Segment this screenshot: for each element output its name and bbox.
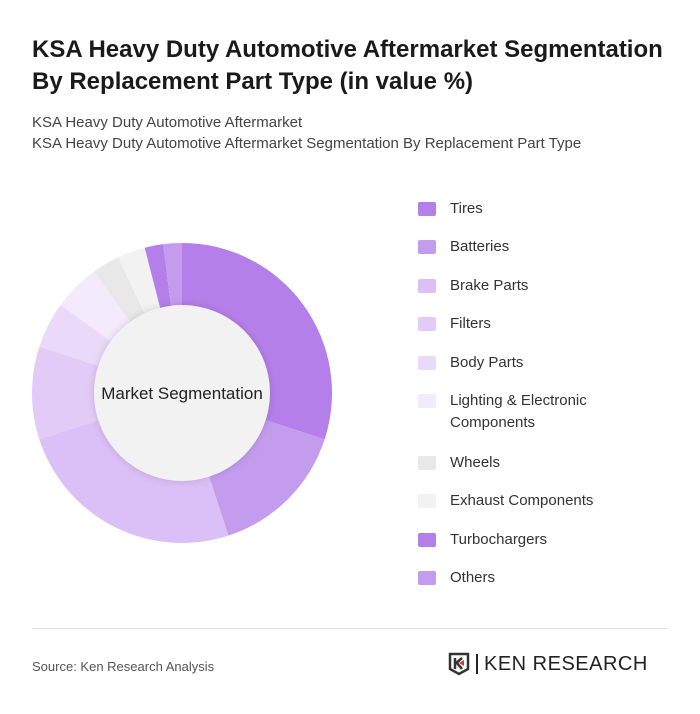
chart-subtitle: KSA Heavy Duty Automotive Aftermarket xyxy=(32,114,303,131)
legend-label: Lighting & Electronic Components xyxy=(450,392,587,431)
donut-center xyxy=(94,305,270,481)
legend-label: Body Parts xyxy=(450,354,524,371)
legend-item: Batteries xyxy=(418,236,509,258)
legend-label: Others xyxy=(450,569,496,586)
chart-title: KSA Heavy Duty Automotive Aftermarket Se… xyxy=(32,36,663,95)
chart-subtitle-2: KSA Heavy Duty Automotive Aftermarket Se… xyxy=(32,135,582,152)
legend-label: Brake Parts xyxy=(450,277,529,294)
legend-item: Wheels xyxy=(418,452,500,474)
legend-label: Filters xyxy=(450,315,491,332)
legend-item: Lighting & Electronic Components xyxy=(418,390,650,434)
logo-icon xyxy=(448,652,470,676)
legend-item: Body Parts xyxy=(418,352,523,374)
legend-swatch xyxy=(418,571,436,585)
legend-item: Exhaust Components xyxy=(418,490,593,512)
donut-chart: Market Segmentation xyxy=(32,243,332,543)
legend-label: Turbochargers xyxy=(450,531,547,548)
legend-swatch xyxy=(418,394,436,408)
legend-item: Others xyxy=(418,567,495,589)
legend-swatch xyxy=(418,202,436,216)
legend-label: Wheels xyxy=(450,454,501,471)
legend-item: Tires xyxy=(418,198,483,220)
legend-swatch xyxy=(418,494,436,508)
legend-item: Turbochargers xyxy=(418,529,547,551)
source-note: Source: Ken Research Analysis xyxy=(32,659,215,674)
ken-research-logo: KEN RESEARCH xyxy=(448,652,648,676)
legend-swatch xyxy=(418,279,436,293)
legend-label: Tires xyxy=(450,200,483,217)
legend-item: Brake Parts xyxy=(418,275,528,297)
legend-swatch xyxy=(418,456,436,470)
legend-swatch xyxy=(418,240,436,254)
legend-label: Exhaust Components xyxy=(450,492,594,509)
legend-label: Batteries xyxy=(450,238,510,255)
legend-swatch xyxy=(418,317,436,331)
logo-text: KEN RESEARCH xyxy=(476,654,648,674)
legend-item: Filters xyxy=(418,313,491,335)
legend-swatch xyxy=(418,356,436,370)
legend-swatch xyxy=(418,533,436,547)
center-label: Market Segmentation xyxy=(101,384,263,403)
divider xyxy=(32,628,668,629)
